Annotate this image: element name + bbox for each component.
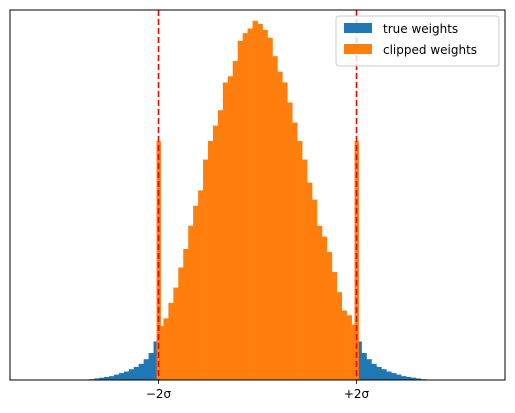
- true-weights-bar-21: [391, 373, 397, 380]
- clipped-weights-bar-27: [287, 102, 293, 380]
- true-weights-bar-4: [109, 376, 115, 380]
- clipped-weights-bar-25: [277, 71, 283, 381]
- true-weights-bar-25: [410, 377, 417, 380]
- legend-label-1: clipped weights: [383, 43, 477, 57]
- clipped-weights-bar-10: [203, 159, 209, 380]
- true-weights-bar-11: [143, 359, 149, 380]
- clipped-weights-bar-15: [227, 76, 234, 380]
- true-weights-bar-7: [123, 371, 130, 380]
- clipped-weights-bar-21: [257, 23, 263, 381]
- clipped-weights-bar-40: [351, 324, 355, 380]
- clipped-weights-bar-29: [297, 141, 303, 380]
- true-weights-bar-24: [406, 376, 412, 380]
- clipped-weights-bar-26: [282, 82, 288, 381]
- legend-swatch-0: [344, 23, 372, 33]
- legend: true weights clipped weights: [335, 15, 500, 67]
- true-weights-bar-15: [361, 353, 367, 380]
- true-weights-bar-19: [381, 369, 387, 380]
- legend-label-0: true weights: [383, 22, 458, 36]
- legend-swatch-1: [344, 44, 372, 54]
- true-weights-bar-17: [371, 363, 377, 380]
- true-weights-bar-3: [104, 376, 110, 380]
- legend-box: [335, 15, 500, 67]
- true-weights-bar-9: [133, 366, 140, 380]
- true-weights-bar-20: [386, 371, 392, 380]
- clipped-weights-bar-41: [354, 141, 359, 380]
- clipped-weights-bars: [156, 20, 359, 381]
- true-weights-bar-26: [415, 378, 422, 380]
- clipped-weights-bar-5: [178, 267, 184, 380]
- clipped-weights-bar-11: [208, 141, 214, 380]
- clipped-weights-bar-1: [160, 326, 164, 380]
- clipped-weights-bar-28: [292, 122, 298, 380]
- clipped-weights-bar-18: [242, 33, 248, 381]
- clipped-weights-bar-4: [173, 287, 179, 380]
- true-weights-bar-8: [128, 369, 135, 380]
- true-weights-bar-5: [113, 374, 120, 380]
- clipped-weights-bar-30: [302, 159, 308, 380]
- clipped-weights-bar-0: [156, 141, 161, 380]
- true-weights-bar-6: [118, 373, 125, 380]
- clipped-weights-bar-33: [316, 225, 323, 380]
- clipped-weights-bar-12: [212, 125, 219, 381]
- true-weights-bar-22: [396, 374, 402, 380]
- true-weights-bars: [89, 341, 427, 380]
- x-axis-ticks: −2σ +2σ: [146, 380, 370, 401]
- true-weights-bar-14: [356, 341, 362, 380]
- true-weights-bar-1: [94, 378, 100, 380]
- clipped-weights-bar-17: [237, 40, 244, 380]
- clipped-weights-bar-2: [163, 318, 169, 380]
- true-weights-bar-2: [99, 377, 105, 380]
- clipped-weights-bar-3: [168, 302, 174, 380]
- true-weights-bar-18: [376, 366, 382, 380]
- clipped-weights-bar-13: [217, 110, 224, 381]
- clipped-weights-bar-36: [331, 272, 338, 380]
- clipped-weights-bar-31: [307, 182, 313, 380]
- clipped-weights-bar-6: [183, 248, 189, 380]
- x-tick-label-1: +2σ: [344, 387, 370, 401]
- clipped-weights-bar-9: [198, 190, 204, 380]
- sigma-lines: [157, 10, 358, 380]
- true-weights-bar-10: [138, 363, 145, 380]
- x-tick-label-0: −2σ: [146, 387, 172, 401]
- clipped-weights-bar-14: [222, 82, 229, 381]
- clipped-weights-bar-34: [321, 236, 328, 381]
- clipped-weights-bar-22: [262, 30, 268, 380]
- clipped-weights-bar-24: [272, 56, 278, 380]
- clipped-weights-bar-38: [341, 310, 347, 381]
- clipped-weights-bar-39: [346, 315, 352, 380]
- true-weights-bar-23: [401, 376, 407, 380]
- clipped-weights-bar-16: [232, 60, 239, 381]
- clipped-weights-bar-35: [326, 252, 333, 380]
- clipped-weights-bar-19: [247, 28, 253, 380]
- axes-frame: [9, 9, 506, 381]
- true-weights-bar-13: [153, 341, 159, 380]
- clipped-weights-bar-7: [188, 225, 194, 380]
- clipped-weights-bar-37: [336, 292, 343, 381]
- true-weights-bar-12: [148, 353, 154, 380]
- clipped-weights-bar-32: [311, 199, 318, 381]
- clipped-weights-bar-8: [193, 205, 199, 380]
- clipped-weights-bar-20: [252, 20, 258, 380]
- clipped-weights-bar-23: [267, 37, 273, 380]
- true-weights-bar-16: [366, 359, 372, 380]
